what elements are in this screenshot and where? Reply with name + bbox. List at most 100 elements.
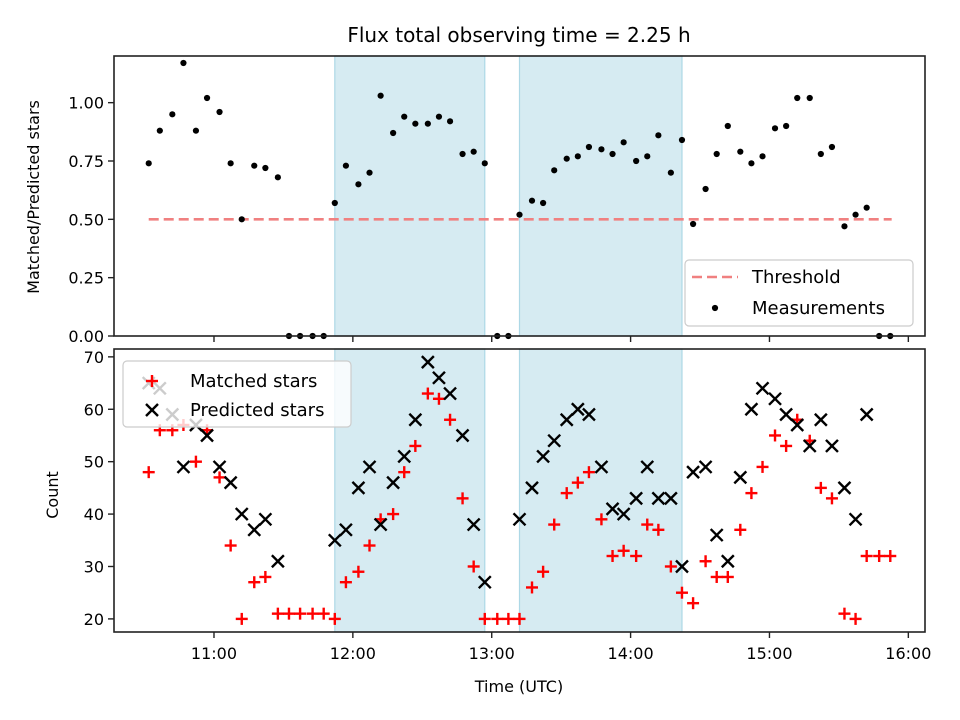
predicted-stars-point bbox=[768, 391, 782, 406]
legend-matched-swatch bbox=[146, 375, 158, 387]
predicted-stars-point bbox=[271, 554, 285, 569]
x-b bbox=[779, 407, 793, 422]
predicted-stars-point bbox=[813, 412, 828, 427]
x-b bbox=[536, 449, 550, 464]
x-b bbox=[698, 460, 713, 474]
measurements-point bbox=[633, 157, 640, 165]
x-b bbox=[432, 370, 446, 385]
measurements-point bbox=[702, 185, 709, 193]
legend-measurements-swatch bbox=[711, 304, 719, 312]
x-b bbox=[547, 433, 562, 448]
measurements-point bbox=[863, 204, 870, 211]
x-b bbox=[200, 428, 214, 443]
top-legend: Threshold Measurements bbox=[684, 259, 914, 327]
matched-stars-point bbox=[317, 607, 330, 620]
measurements-point bbox=[169, 111, 176, 118]
matched-stars-point bbox=[432, 392, 445, 405]
predicted-stars-point bbox=[351, 481, 366, 495]
measurements-point bbox=[771, 125, 779, 132]
measurements-point bbox=[216, 108, 223, 116]
bottom-ytick-label: 30 bbox=[84, 557, 104, 576]
predicted-stars-point bbox=[594, 460, 609, 474]
predicted-stars-point bbox=[744, 402, 759, 417]
predicted-stars-point bbox=[408, 412, 423, 427]
matched-stars-point bbox=[409, 439, 422, 452]
x-b bbox=[859, 407, 874, 422]
x-b bbox=[664, 491, 678, 506]
legend-box bbox=[122, 360, 352, 428]
predicted-stars-point bbox=[176, 460, 191, 474]
x-b bbox=[443, 386, 457, 401]
predicted-stars-point bbox=[640, 460, 655, 474]
top-observing-window-1 bbox=[518, 55, 683, 337]
measurements-point bbox=[574, 153, 581, 160]
measurements-point bbox=[667, 169, 674, 176]
x-b bbox=[651, 491, 666, 506]
predicted-stars-point bbox=[512, 512, 527, 527]
predicted-stars-point bbox=[525, 481, 539, 495]
measurements-point bbox=[689, 220, 697, 228]
measurements-point bbox=[540, 199, 547, 207]
legend-measurements-label: Measurements bbox=[752, 298, 885, 319]
bottom-y-axis-label: Count bbox=[43, 471, 62, 519]
predicted-stars-point bbox=[629, 491, 643, 506]
matched-stars-point bbox=[675, 586, 688, 599]
predicted-stars-point bbox=[420, 355, 435, 369]
bottom-xtick-label: 12:00 bbox=[330, 644, 376, 663]
matched-stars-point bbox=[582, 466, 595, 479]
top-axes-frame bbox=[113, 55, 926, 337]
predicted-stars-point bbox=[234, 507, 249, 521]
matched-stars-point bbox=[571, 476, 584, 489]
x-b bbox=[234, 507, 249, 521]
matched-stars-point bbox=[282, 607, 295, 620]
top-ytick-label: 0.00 bbox=[68, 327, 104, 346]
matched-stars-point bbox=[873, 550, 886, 563]
x-b bbox=[223, 475, 238, 490]
x-b bbox=[813, 412, 828, 427]
legend-box bbox=[684, 259, 914, 327]
x-b bbox=[848, 512, 863, 527]
predicted-stars-point bbox=[837, 481, 852, 495]
measurements-point bbox=[470, 148, 477, 155]
matched-stars-point bbox=[860, 550, 873, 563]
predicted-stars-point bbox=[664, 491, 678, 506]
bottom-observing-window-1 bbox=[518, 348, 683, 633]
x-b bbox=[247, 522, 262, 537]
bottom-ytick-label: 60 bbox=[84, 400, 104, 419]
predicted-stars-point bbox=[720, 554, 735, 569]
matched-stars-point bbox=[328, 612, 341, 625]
legend-predicted-swatch bbox=[145, 403, 159, 417]
measurements-point bbox=[331, 199, 338, 207]
predicted-stars-point bbox=[848, 512, 863, 527]
predicted-stars-point bbox=[339, 522, 353, 537]
measurements-point bbox=[366, 169, 373, 176]
matched-stars-point bbox=[595, 513, 608, 526]
measurements-point bbox=[852, 211, 859, 218]
matched-stars-point bbox=[734, 523, 747, 536]
x-b bbox=[339, 522, 353, 537]
matched-stars-point bbox=[456, 492, 469, 505]
predicted-stars-point bbox=[212, 460, 227, 474]
matched-stars-point bbox=[339, 576, 352, 589]
matched-stars-point bbox=[491, 612, 504, 625]
bottom-xtick-label: 13:00 bbox=[469, 644, 515, 663]
measurements-point bbox=[783, 122, 790, 130]
matched-stars-point bbox=[825, 492, 838, 505]
x-b bbox=[512, 512, 527, 527]
predicted-stars-point bbox=[547, 433, 562, 448]
measurements-point bbox=[551, 167, 558, 174]
predicted-stars-point bbox=[386, 475, 400, 490]
x-b bbox=[744, 402, 759, 417]
matched-stars-point bbox=[606, 550, 619, 563]
x-b bbox=[837, 481, 852, 495]
matched-stars-point bbox=[525, 581, 538, 594]
measurements-point bbox=[724, 122, 731, 130]
matched-stars-point bbox=[745, 487, 758, 500]
matched-stars-point bbox=[652, 523, 665, 536]
measurements-point bbox=[203, 94, 211, 102]
x-b bbox=[258, 512, 273, 527]
x-b bbox=[720, 554, 735, 569]
measurements-point bbox=[713, 150, 720, 158]
matched-stars-point bbox=[548, 518, 561, 531]
x-b bbox=[477, 575, 492, 590]
